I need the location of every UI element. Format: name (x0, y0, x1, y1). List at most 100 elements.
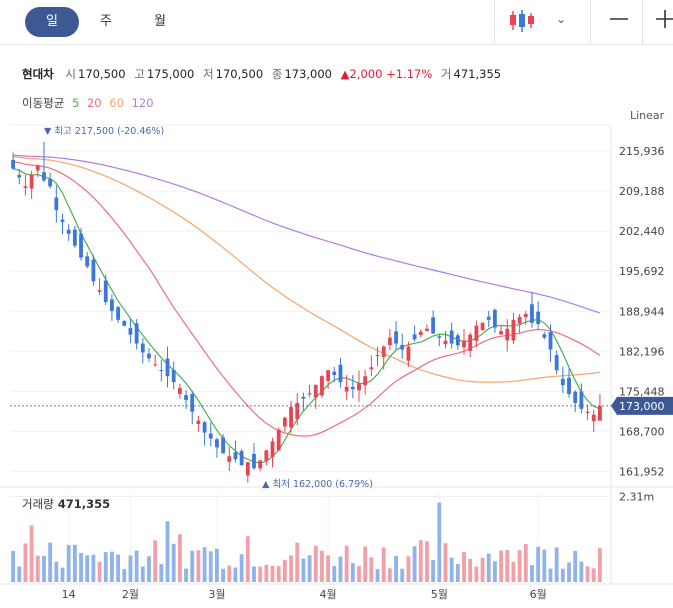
volume-bar (387, 568, 392, 582)
candle-body (42, 172, 46, 181)
volume-bar (289, 555, 293, 582)
y-tick-label: 215,936 (619, 145, 665, 158)
candle-body (23, 186, 28, 188)
volume-bar (54, 561, 59, 582)
candle-body (184, 395, 188, 400)
volume-bar (264, 564, 269, 582)
x-tick-label: 3월 (208, 588, 225, 601)
candle-body (264, 450, 269, 461)
high-annotation: ▼ 최고 217,500 (-20.46%) (44, 126, 164, 137)
candle-body (394, 331, 398, 344)
volume-bar (548, 568, 553, 582)
chevron-down-icon[interactable]: ⌄ (556, 12, 567, 26)
volume-bar (134, 550, 139, 582)
ma-120-line (13, 154, 601, 314)
volume-bar (505, 549, 510, 582)
candle-body (153, 364, 158, 366)
candle-body (536, 311, 541, 324)
volume-bar (215, 548, 219, 582)
volume-bar (202, 547, 207, 582)
volume-bar (128, 555, 133, 582)
candle-body (239, 451, 244, 466)
candle-body (437, 336, 442, 338)
zoom-out-icon[interactable] (608, 8, 630, 30)
volume-bar (326, 555, 331, 582)
volume-bar (79, 553, 83, 582)
candle-body (499, 331, 503, 335)
ma-5-line (12, 168, 601, 464)
low-annotation: ▲ 최저 162,000 (6.79%) (262, 479, 373, 490)
y-tick-label: 161,952 (619, 465, 665, 478)
volume-bar (332, 565, 337, 582)
close-price: 173,000 (284, 67, 332, 81)
volume-panel-label: 거래량 471,355 (22, 497, 111, 511)
candle-body (54, 197, 59, 211)
candle-body (480, 322, 485, 330)
volume-bar (270, 565, 275, 582)
y-tick-label: 168,700 (619, 425, 665, 438)
y-tick-label: 188,944 (619, 305, 665, 318)
candle-body (190, 394, 195, 412)
candlestick-type-icon[interactable] (507, 8, 537, 34)
current-price-tag (611, 396, 673, 415)
candle-body (17, 174, 22, 178)
volume-bar (42, 555, 46, 582)
volume-bar (307, 555, 312, 582)
volume-bar (313, 545, 318, 582)
volume-bar (418, 540, 423, 582)
y-tick-label: 202,440 (619, 225, 665, 238)
volume-bar (239, 554, 244, 582)
volume-bar (221, 568, 226, 582)
volume-bar (381, 547, 386, 582)
candle-body (381, 346, 386, 357)
high-price: 175,000 (146, 67, 195, 81)
volume-bar (208, 551, 213, 582)
moving-average-legend[interactable]: 이동평균 5 20 60 120 (22, 95, 158, 111)
candle-body (560, 378, 565, 386)
volume-bar (190, 550, 195, 582)
ma-60-line (13, 156, 600, 383)
volume-bar (425, 541, 429, 582)
candle-body (208, 433, 213, 439)
tab-weekly[interactable]: 주 (100, 14, 112, 29)
candle-body (511, 319, 516, 341)
volume-bar (486, 553, 491, 582)
candle-body (227, 456, 232, 462)
volume-bar (72, 544, 77, 582)
candle-body (344, 386, 349, 392)
price-summary: 현대차 시 170,500 고 175,000 저 170,500 종 173,000 … (22, 67, 502, 81)
volume-bar (97, 561, 102, 582)
volume-bar (282, 559, 287, 582)
y-tick-label: 182,196 (619, 345, 665, 358)
low-price: 170,500 (215, 67, 264, 81)
ma-60: 60 (109, 96, 124, 110)
volume-bar (480, 557, 485, 582)
candle-body (431, 317, 436, 334)
candle-body (11, 159, 16, 169)
tab-monthly[interactable]: 월 (154, 14, 166, 29)
candle-body (400, 344, 405, 350)
candle-body (48, 178, 53, 187)
candle-body (79, 233, 83, 258)
candle-body (270, 441, 275, 458)
volume-bar (523, 544, 528, 582)
ma-20: 20 (86, 96, 102, 110)
candle-body (369, 367, 374, 370)
candle-body (91, 259, 96, 282)
candle-body (72, 229, 77, 246)
x-tick-label: 4월 (320, 588, 337, 601)
candle-body (301, 396, 306, 399)
candle-body (307, 393, 312, 395)
candle-body (276, 429, 281, 451)
volume-bar (443, 543, 448, 582)
scale-mode-toggle[interactable]: Linear (630, 109, 665, 122)
tab-daily[interactable]: 일 (25, 7, 79, 37)
volume-bar (350, 563, 355, 582)
candle-body (406, 346, 411, 361)
candle-body (486, 316, 491, 320)
volume-axis-label: 2.31m (619, 491, 654, 504)
candle-body (295, 402, 300, 420)
zoom-in-icon[interactable] (654, 8, 673, 30)
stock-name: 현대차 (22, 67, 54, 81)
